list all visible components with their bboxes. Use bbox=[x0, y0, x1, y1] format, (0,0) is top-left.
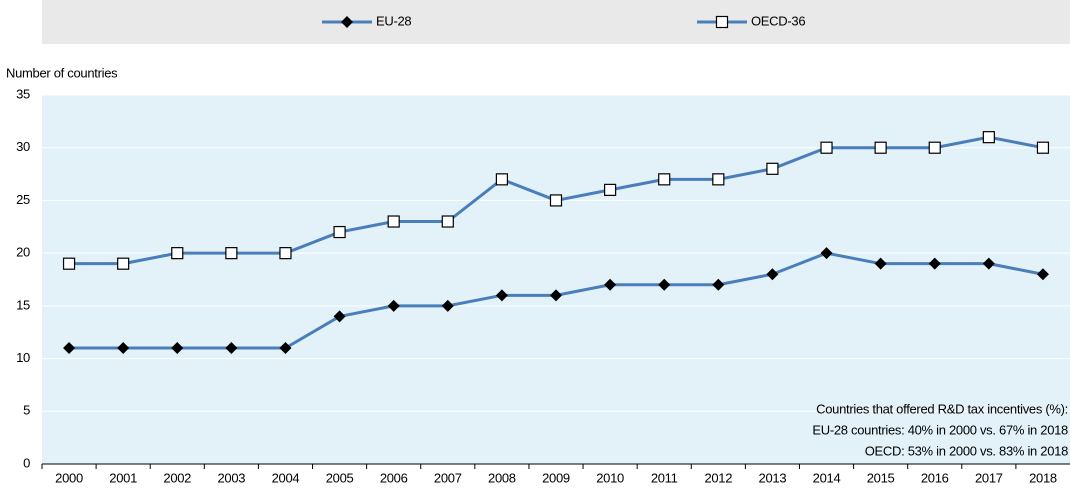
legend-label: EU-28 bbox=[376, 13, 411, 28]
data-point bbox=[171, 247, 184, 260]
data-point bbox=[495, 289, 508, 302]
data-point bbox=[117, 342, 130, 355]
data-point bbox=[550, 289, 562, 302]
data-point bbox=[658, 278, 671, 291]
annotation: Countries that offered R&D tax incentive… bbox=[816, 401, 1068, 416]
y-tick-label: 15 bbox=[16, 297, 30, 312]
y-tick-label: 25 bbox=[16, 192, 30, 207]
data-point bbox=[874, 257, 887, 270]
x-tick-label: 2011 bbox=[651, 470, 678, 485]
x-tick-label: 2012 bbox=[704, 470, 732, 485]
data-point bbox=[387, 215, 400, 228]
x-tick-label: 2003 bbox=[218, 470, 246, 485]
data-point bbox=[1036, 268, 1049, 281]
y-tick-label: 10 bbox=[16, 350, 30, 365]
data-point bbox=[766, 268, 779, 281]
x-tick-label: 2001 bbox=[109, 470, 137, 485]
y-tick-label: 0 bbox=[23, 455, 30, 470]
x-tick-label: 2004 bbox=[272, 470, 300, 485]
data-point bbox=[712, 278, 725, 291]
data-point bbox=[712, 173, 725, 186]
data-point bbox=[495, 173, 508, 186]
data-point bbox=[928, 257, 941, 270]
x-tick-label: 2018 bbox=[1029, 470, 1057, 485]
data-point bbox=[820, 247, 833, 260]
x-tick-label: 2007 bbox=[434, 470, 462, 485]
x-tick-label: 2002 bbox=[163, 470, 191, 485]
x-tick-label: 2014 bbox=[813, 470, 841, 485]
data-point bbox=[604, 183, 617, 196]
legend-band bbox=[42, 0, 1070, 44]
data-point bbox=[225, 247, 238, 260]
annotation: OECD: 53% in 2000 vs. 83% in 2018 bbox=[865, 443, 1068, 458]
x-tick-label: 2009 bbox=[542, 470, 570, 485]
x-tick-label: 2000 bbox=[55, 470, 83, 485]
x-tick-label: 2010 bbox=[596, 470, 624, 485]
data-point bbox=[928, 141, 941, 154]
legend-label: OECD-36 bbox=[751, 13, 805, 28]
data-point bbox=[225, 342, 238, 355]
data-point bbox=[658, 173, 671, 186]
data-point bbox=[604, 278, 617, 291]
y-tick-label: 5 bbox=[23, 403, 30, 418]
data-point bbox=[62, 257, 76, 270]
data-point bbox=[333, 310, 346, 323]
legend-marker bbox=[715, 15, 729, 29]
y-axis-label: Number of countries bbox=[6, 65, 118, 80]
data-point bbox=[387, 299, 400, 312]
x-tick-label: 2006 bbox=[380, 470, 408, 485]
y-tick-label: 30 bbox=[16, 139, 30, 154]
data-point bbox=[171, 342, 184, 355]
x-tick-label: 2005 bbox=[326, 470, 354, 485]
data-point bbox=[117, 257, 130, 270]
data-point bbox=[63, 342, 76, 355]
x-tick-label: 2016 bbox=[921, 470, 949, 485]
annotation: EU-28 countries: 40% in 2000 vs. 67% in … bbox=[812, 422, 1068, 437]
x-tick-label: 2017 bbox=[975, 470, 1003, 485]
plot-area bbox=[42, 95, 1070, 464]
data-point bbox=[441, 299, 454, 312]
data-point bbox=[333, 225, 346, 239]
data-point bbox=[279, 342, 292, 355]
x-tick-label: 2015 bbox=[867, 470, 895, 485]
data-point bbox=[766, 162, 779, 175]
data-point bbox=[982, 257, 995, 270]
y-tick-label: 20 bbox=[16, 245, 30, 260]
data-point bbox=[982, 131, 995, 144]
data-point bbox=[820, 141, 833, 154]
data-point bbox=[874, 141, 887, 154]
y-tick-label: 35 bbox=[16, 86, 30, 101]
data-point bbox=[549, 194, 563, 207]
legend-marker bbox=[341, 16, 353, 28]
data-point bbox=[1036, 141, 1050, 154]
data-point bbox=[441, 215, 454, 228]
data-point bbox=[279, 247, 292, 260]
x-tick-label: 2008 bbox=[488, 470, 516, 485]
x-tick-label: 2013 bbox=[759, 470, 787, 485]
